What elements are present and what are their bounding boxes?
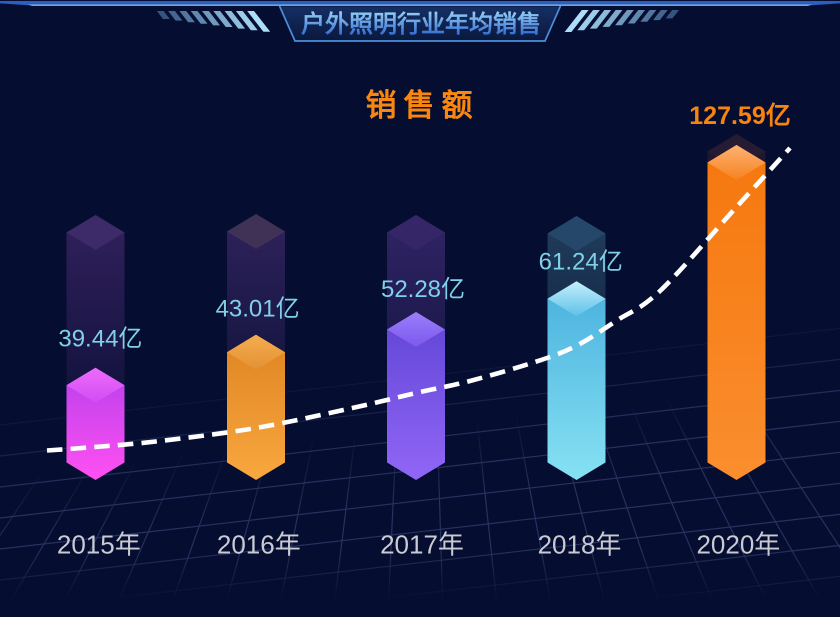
svg-text:52.28亿: 52.28亿 (381, 276, 465, 303)
svg-text:2020年: 2020年 (696, 530, 780, 560)
svg-text:2018年: 2018年 (538, 530, 622, 560)
svg-text:61.24亿: 61.24亿 (539, 249, 623, 276)
svg-text:销售额: 销售额 (366, 88, 480, 123)
svg-text:43.01亿: 43.01亿 (216, 296, 300, 323)
svg-text:127.59亿: 127.59亿 (689, 102, 790, 130)
svg-text:39.44亿: 39.44亿 (58, 326, 142, 353)
svg-text:2016年: 2016年 (217, 530, 301, 560)
svg-text:户外照明行业年均销售: 户外照明行业年均销售 (301, 10, 541, 38)
svg-text:2015年: 2015年 (57, 530, 141, 560)
svg-text:2017年: 2017年 (380, 530, 464, 560)
